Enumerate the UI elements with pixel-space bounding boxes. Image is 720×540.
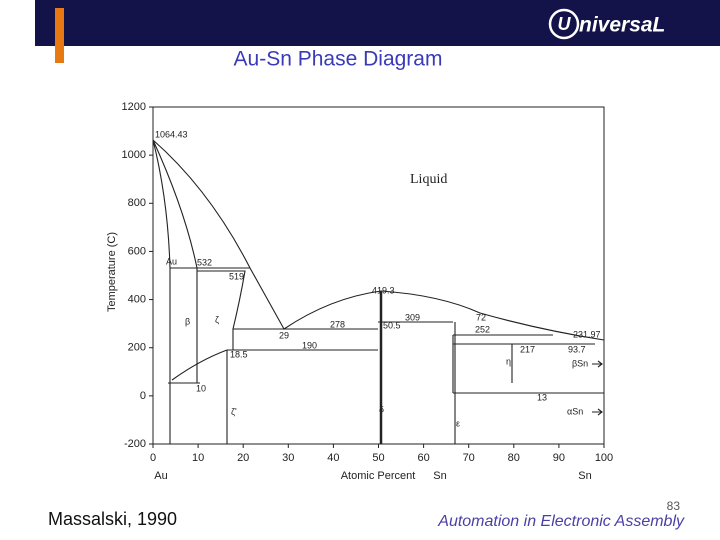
annotation: 13 — [537, 392, 547, 402]
x-tick-label: 60 — [417, 452, 429, 464]
annotation: β — [185, 316, 190, 326]
y-tick-label: -200 — [124, 438, 146, 450]
x-tick-label: 100 — [595, 452, 613, 464]
annotation: ζ — [215, 314, 219, 324]
annotation: Liquid — [410, 172, 447, 187]
annotation: δ — [379, 404, 384, 414]
y-tick-label: 200 — [128, 342, 146, 354]
tagline: Automation in Electronic Assembly — [437, 513, 685, 530]
x-axis-label: Atomic Percent — [341, 470, 416, 482]
x-end-label: Sn — [578, 470, 591, 482]
annotation: 231.97 — [573, 329, 601, 339]
annotation: 10 — [196, 383, 206, 393]
accent-bar — [55, 8, 64, 63]
source: Massalski, 1990 — [48, 509, 177, 529]
x-tick-label: 50 — [372, 452, 384, 464]
annotation: 72 — [476, 312, 486, 322]
x-end-label: Au — [154, 470, 167, 482]
y-tick-label: 1200 — [122, 101, 146, 113]
solidus — [152, 139, 200, 444]
annotation: 278 — [330, 319, 345, 329]
liquidus — [152, 139, 605, 341]
annotation: 190 — [302, 340, 317, 350]
arrows — [592, 360, 603, 416]
y-axis-label: Temperature (C) — [106, 232, 118, 312]
x-tick-label: 30 — [282, 452, 294, 464]
y-tick-label: 1000 — [122, 149, 146, 161]
x-end-label: Sn — [433, 470, 446, 482]
x-tick-label: 90 — [553, 452, 565, 464]
annotation: 29 — [279, 330, 289, 340]
annotation: 50.5 — [383, 320, 401, 330]
y-tick-label: 600 — [128, 245, 146, 257]
annotation: 18.5 — [230, 349, 248, 359]
x-tick-label: 40 — [327, 452, 339, 464]
x-tick-label: 20 — [237, 452, 249, 464]
chart-title: Au-Sn Phase Diagram — [234, 48, 443, 71]
annotation: η — [506, 356, 511, 366]
annotation: 519 — [229, 271, 244, 281]
annotation: 532 — [197, 257, 212, 267]
annotation: Au — [166, 256, 177, 266]
annotation: 217 — [520, 344, 535, 354]
annotation: 419.3 — [372, 285, 395, 295]
phase-boundaries — [170, 267, 604, 444]
annotation: 93.7 — [568, 344, 586, 354]
x-tick-label: 0 — [150, 452, 156, 464]
annotation: ζ' — [231, 406, 237, 416]
annotation: αSn — [567, 406, 583, 416]
annotation: βSn — [572, 358, 588, 368]
page-number: 83 — [667, 499, 681, 513]
y-tick-label: 400 — [128, 293, 146, 305]
logo-mark: U — [558, 14, 572, 34]
annotation: 252 — [475, 324, 490, 334]
logo-circle — [548, 8, 580, 40]
annotation: 309 — [405, 312, 420, 322]
annotation: 1064.43 — [155, 129, 188, 139]
annotation: ε — [456, 418, 460, 428]
x-tick-label: 10 — [192, 452, 204, 464]
y-tick-label: 800 — [128, 197, 146, 209]
y-tick-label: 0 — [140, 390, 146, 402]
logo-text: niversaL — [579, 14, 665, 37]
x-tick-label: 70 — [463, 452, 475, 464]
x-tick-label: 80 — [508, 452, 520, 464]
header-bar — [35, 0, 720, 46]
